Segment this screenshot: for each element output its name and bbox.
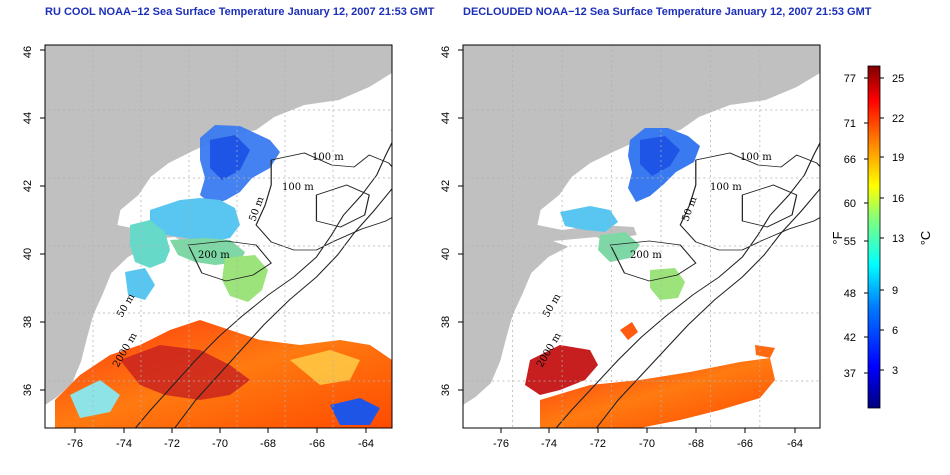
right-panel-title: DECLOUDED NOAA−12 Sea Surface Temperatur… [463, 6, 872, 18]
right-contour-label-100m-a: 100 m [740, 152, 772, 163]
right-sst-field [525, 128, 775, 428]
svg-text:42: 42 [440, 180, 452, 192]
svg-text:46: 46 [22, 46, 34, 58]
svg-text:40: 40 [22, 248, 34, 260]
right-contour-label-100m-b: 100 m [710, 182, 742, 193]
svg-text:13: 13 [892, 233, 904, 245]
svg-text:38: 38 [440, 316, 452, 328]
svg-text:38: 38 [22, 316, 34, 328]
svg-text:40: 40 [440, 248, 452, 260]
svg-text:6: 6 [892, 325, 898, 337]
svg-text:71: 71 [844, 118, 856, 130]
left-lat-ticks: 46 44 42 40 38 36 [22, 46, 34, 396]
svg-text:-70: -70 [212, 438, 228, 450]
svg-text:42: 42 [22, 180, 34, 192]
svg-text:42: 42 [844, 332, 856, 344]
contour-label-100m-b: 100 m [282, 182, 314, 193]
svg-text:44: 44 [440, 112, 452, 124]
svg-text:66: 66 [844, 154, 856, 166]
svg-text:60: 60 [844, 198, 856, 210]
right-contour-label-200m: 200 m [630, 250, 662, 261]
svg-text:16: 16 [892, 193, 904, 205]
svg-text:-64: -64 [787, 438, 803, 450]
svg-text:36: 36 [22, 384, 34, 396]
svg-text:-64: -64 [358, 438, 374, 450]
svg-text:-74: -74 [116, 438, 132, 450]
svg-text:-66: -66 [737, 438, 753, 450]
svg-text:9: 9 [892, 285, 898, 297]
left-sst-field [55, 125, 392, 428]
temperature-colorbar: 77 71 66 60 55 48 42 37 25 22 19 16 13 9… [830, 65, 933, 409]
svg-text:-68: -68 [260, 438, 276, 450]
right-map-panel: 100 m 100 m 50 m 200 m 50 m 2000 m 46 44… [440, 44, 821, 450]
svg-text:48: 48 [844, 288, 856, 300]
celsius-ticks: 25 22 19 16 13 9 6 3 [892, 73, 904, 377]
celsius-axis-label: °C [918, 231, 933, 246]
fahrenheit-axis-label: °F [830, 231, 845, 244]
svg-text:19: 19 [892, 152, 904, 164]
svg-text:-70: -70 [639, 438, 655, 450]
colorbar-gradient [867, 65, 881, 409]
right-lon-ticks: -76 -74 -72 -70 -68 -66 -64 [493, 438, 803, 450]
svg-text:-74: -74 [541, 438, 557, 450]
svg-text:3: 3 [892, 365, 898, 377]
svg-text:77: 77 [844, 73, 856, 85]
svg-text:46: 46 [440, 46, 452, 58]
svg-text:-76: -76 [67, 438, 83, 450]
fahrenheit-ticks: 77 71 66 60 55 48 42 37 [844, 73, 856, 380]
svg-text:-76: -76 [493, 438, 509, 450]
contour-label-100m-a: 100 m [312, 152, 344, 163]
left-panel-title: RU COOL NOAA−12 Sea Surface Temperature … [45, 6, 435, 18]
svg-text:25: 25 [892, 73, 904, 85]
svg-text:44: 44 [22, 112, 34, 124]
svg-text:-72: -72 [164, 438, 180, 450]
left-lon-ticks: -76 -74 -72 -70 -68 -66 -64 [67, 438, 374, 450]
right-map-frame [462, 44, 821, 429]
svg-text:37: 37 [844, 368, 856, 380]
contour-label-200m: 200 m [198, 250, 230, 261]
svg-text:-66: -66 [309, 438, 325, 450]
svg-text:22: 22 [892, 113, 904, 125]
svg-text:55: 55 [844, 236, 856, 248]
svg-text:-72: -72 [590, 438, 606, 450]
left-map-panel: 100 m 100 m 50 m 200 m 50 m 2000 m 46 44… [22, 44, 393, 450]
svg-text:36: 36 [440, 384, 452, 396]
right-lat-ticks: 46 44 42 40 38 36 [440, 46, 452, 396]
svg-text:-68: -68 [688, 438, 704, 450]
left-map-frame [44, 44, 393, 429]
